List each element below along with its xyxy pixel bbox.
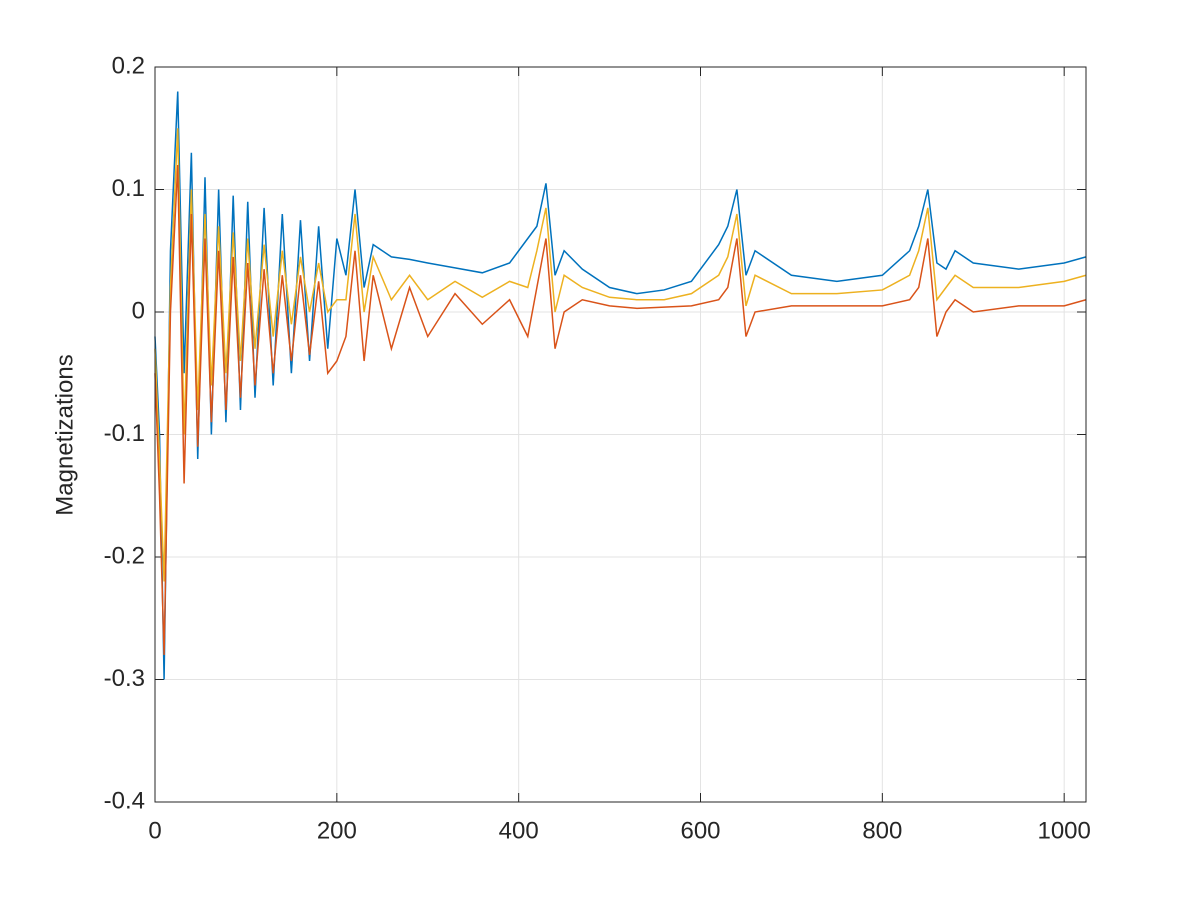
- y-tick-label: 0.2: [112, 52, 145, 79]
- series-line: [154, 164, 1087, 656]
- x-tick-label: 0: [148, 817, 161, 844]
- y-tick-label: -0.3: [104, 665, 145, 692]
- y-axis-label: Magnetizations: [51, 354, 78, 515]
- x-tick-label: 1000: [1037, 817, 1090, 844]
- x-tick-label: 800: [862, 817, 902, 844]
- plot-frame: [154, 66, 1087, 803]
- y-tick-label: -0.2: [104, 542, 145, 569]
- y-tick-label: 0: [132, 297, 145, 324]
- x-tick-label: 400: [499, 817, 539, 844]
- y-tick-label: 0.1: [112, 175, 145, 202]
- y-tick-label: -0.1: [104, 420, 145, 447]
- y-tick-label: -0.4: [104, 787, 145, 814]
- series-line: [154, 128, 1087, 582]
- x-tick-label: 200: [317, 817, 357, 844]
- x-tick-label: 600: [680, 817, 720, 844]
